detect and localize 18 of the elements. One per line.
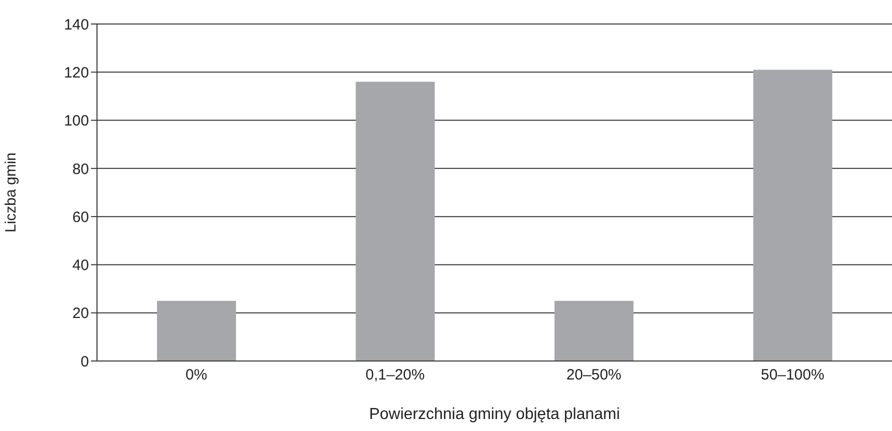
y-tick-label: 80 bbox=[72, 160, 89, 178]
y-tick-label: 140 bbox=[64, 16, 89, 34]
bar bbox=[753, 70, 832, 361]
y-tick-label: 20 bbox=[72, 305, 89, 322]
x-axis-title: Powierzchnia gminy objęta planami bbox=[369, 406, 620, 423]
y-tick-label: 120 bbox=[64, 64, 89, 82]
y-axis-title: Liczba gmin bbox=[2, 152, 20, 233]
x-tick-label: 0,1–20% bbox=[366, 366, 425, 384]
y-tick-label: 40 bbox=[72, 257, 89, 274]
bar bbox=[554, 300, 634, 361]
x-tick-label: 20–50% bbox=[566, 366, 622, 384]
bar bbox=[157, 300, 236, 361]
y-tick-label: 60 bbox=[72, 208, 89, 226]
x-tick-label: 0% bbox=[186, 366, 208, 384]
y-tick-label: 0 bbox=[80, 353, 89, 370]
y-tick-label: 100 bbox=[64, 112, 89, 130]
x-tick-label: 50–100% bbox=[760, 366, 824, 384]
bar bbox=[356, 82, 435, 361]
